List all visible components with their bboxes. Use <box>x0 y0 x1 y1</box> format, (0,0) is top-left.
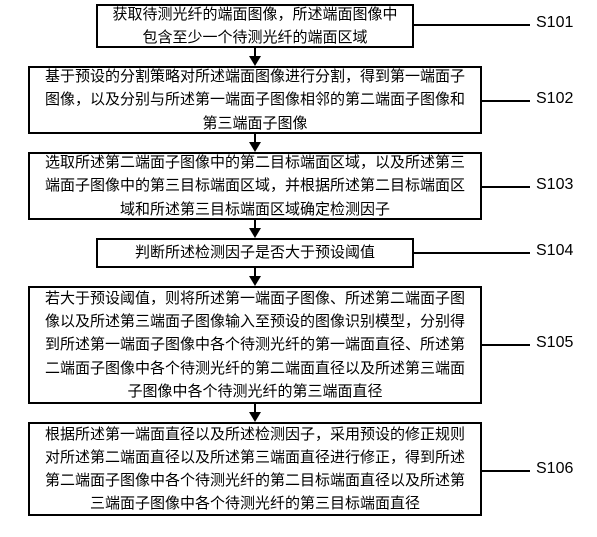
arrow-down-icon <box>249 276 261 286</box>
arrow-down-icon <box>249 142 261 152</box>
step-label-s101: S101 <box>536 14 573 32</box>
step-box-s103: 选取所述第二端面子图像中的第二目标端面区域，以及所述第三端面子图像中的第三目标端… <box>28 152 482 220</box>
step-box-s105: 若大于预设阈值，则将所述第一端面子图像、所述第二端面子图像以及所述第三端面子图像… <box>28 286 482 404</box>
leader-line <box>482 100 530 102</box>
leader-line <box>414 252 530 254</box>
leader-line <box>482 186 530 188</box>
flowchart-container: { "layout": { "box_left_main": 28, "box_… <box>0 0 597 537</box>
leader-line <box>414 24 530 26</box>
step-label-s106: S106 <box>536 460 573 478</box>
arrow-down-icon <box>249 56 261 66</box>
step-box-s104: 判断所述检测因子是否大于预设阈值 <box>96 238 414 268</box>
leader-line <box>482 470 530 472</box>
leader-line <box>482 344 530 346</box>
step-box-s101: 获取待测光纤的端面图像，所述端面图像中包含至少一个待测光纤的端面区域 <box>96 4 414 48</box>
step-label-s105: S105 <box>536 334 573 352</box>
arrow-down-icon <box>249 412 261 422</box>
arrow-down-icon <box>249 228 261 238</box>
step-label-s102: S102 <box>536 90 573 108</box>
step-label-s103: S103 <box>536 176 573 194</box>
step-box-s106: 根据所述第一端面直径以及所述检测因子，采用预设的修正规则对所述第二端面直径以及所… <box>28 422 482 516</box>
step-box-s102: 基于预设的分割策略对所述端面图像进行分割，得到第一端面子图像，以及分别与所述第一… <box>28 66 482 134</box>
step-label-s104: S104 <box>536 242 573 260</box>
